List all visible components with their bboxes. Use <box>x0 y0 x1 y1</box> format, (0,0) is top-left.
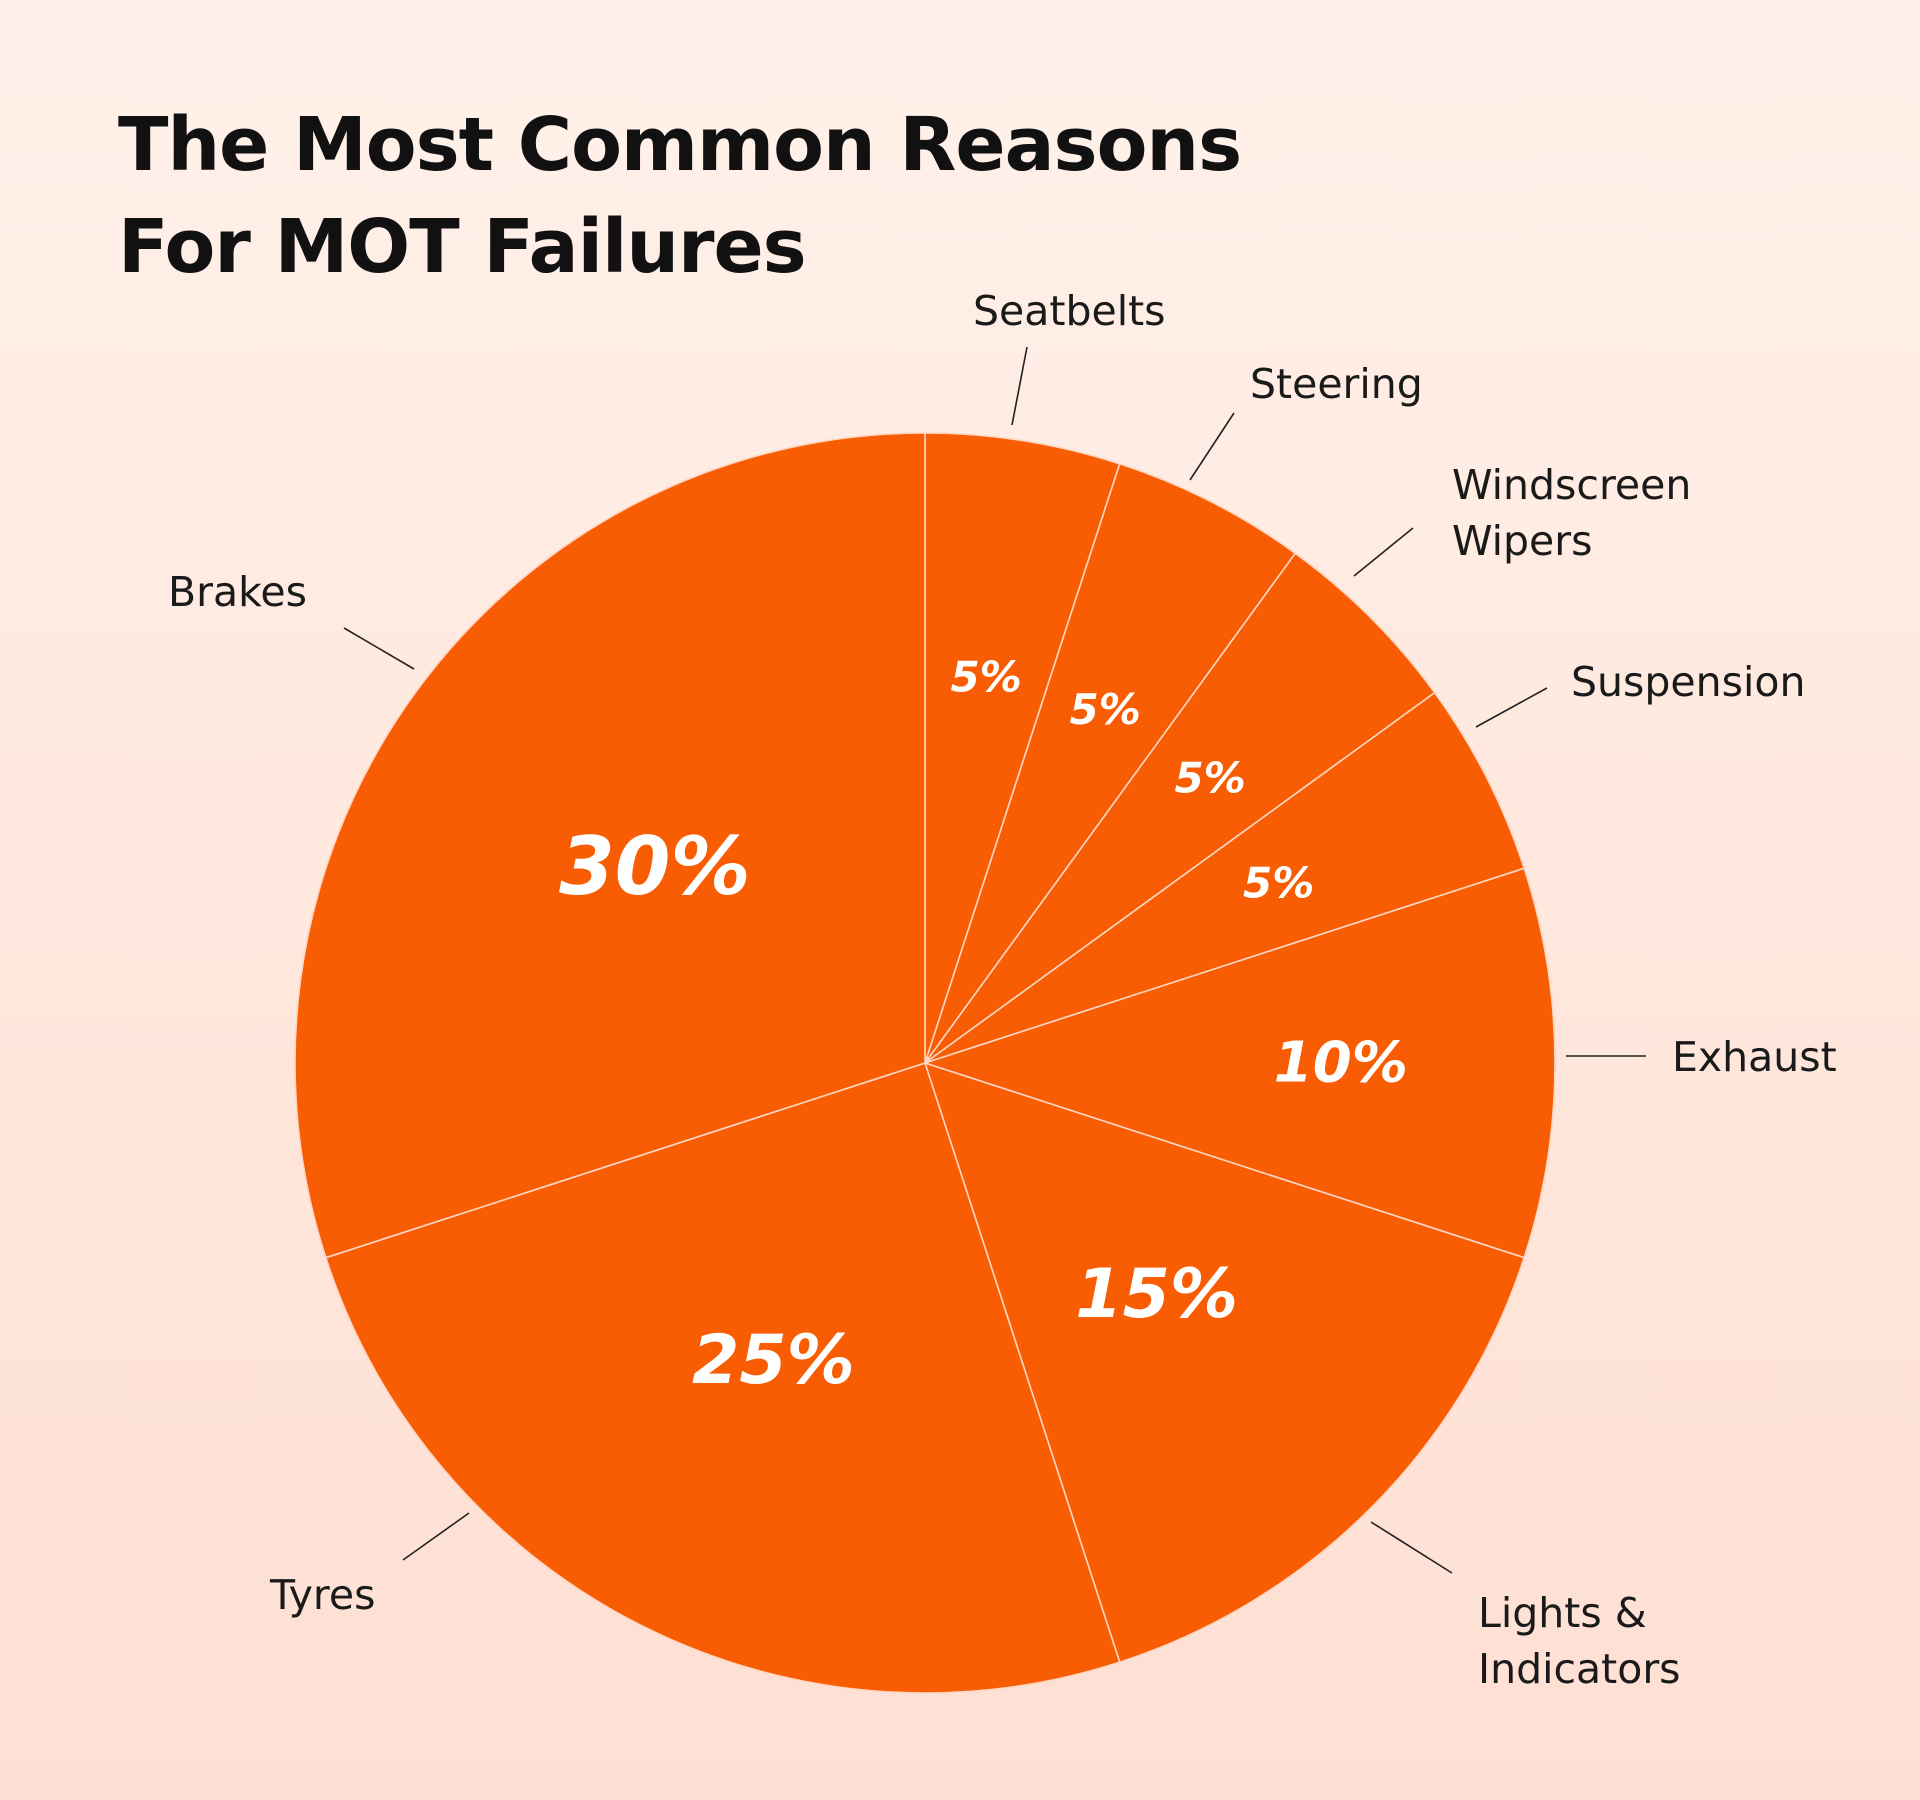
slice-suspension <box>924 691 1526 1064</box>
category-label-suspension: Suspension <box>1571 658 1805 706</box>
leader-line-brakes <box>343 627 415 670</box>
slice-steering <box>924 462 1297 1064</box>
category-label-windscreen-wipers: Windscreen Wipers <box>1452 461 1691 565</box>
leader-line-lights-indicators <box>1370 1521 1453 1574</box>
value-label-seatbelts: 5% <box>950 653 1021 702</box>
value-label-suspension: 5% <box>1243 858 1314 907</box>
slice-exhaust <box>922 867 1556 1259</box>
category-label-lights-indicators: Lights & Indicators <box>1478 1589 1681 1693</box>
value-label-steering: 5% <box>1070 685 1141 734</box>
leader-line-tyres <box>402 1512 470 1561</box>
slice-seatbelts <box>924 432 1121 1064</box>
slice-lights-indicators <box>923 1061 1526 1664</box>
leader-line-suspension <box>1475 687 1548 728</box>
chart-title: The Most Common Reasons For MOT Failures <box>118 94 1242 298</box>
category-labels: Seatbelts Steering Windscreen Wipers Suspens… <box>168 287 1837 1693</box>
leader-line-seatbelts <box>1011 346 1028 426</box>
value-label-exhaust: 10% <box>1274 1031 1408 1096</box>
category-label-tyres: Tyres <box>269 1571 375 1619</box>
slice-windscreen-wipers <box>924 552 1436 1064</box>
slice-tyres <box>324 1061 1121 1694</box>
slice-brakes <box>294 432 926 1259</box>
leader-line-windscreen-wipers <box>1353 527 1414 577</box>
chart-title-line-2: For MOT Failures <box>118 204 807 290</box>
value-label-brakes: 30% <box>559 820 750 913</box>
category-label-exhaust: Exhaust <box>1672 1033 1837 1081</box>
value-label-windscreen-wipers: 5% <box>1174 753 1245 802</box>
category-label-steering: Steering <box>1250 360 1423 408</box>
leader-lines <box>343 346 1646 1574</box>
chart-title-line-1: The Most Common Reasons <box>118 102 1242 188</box>
category-label-brakes: Brakes <box>168 568 307 616</box>
pie-slices <box>294 432 1556 1694</box>
value-labels: 5% 5% 5% 5% 10% 15% 25% 30% <box>559 653 1408 1400</box>
category-label-seatbelts: Seatbelts <box>973 287 1166 335</box>
value-label-tyres: 25% <box>692 1321 855 1400</box>
value-label-lights-indicators: 15% <box>1075 1255 1238 1334</box>
leader-line-steering <box>1189 412 1235 481</box>
